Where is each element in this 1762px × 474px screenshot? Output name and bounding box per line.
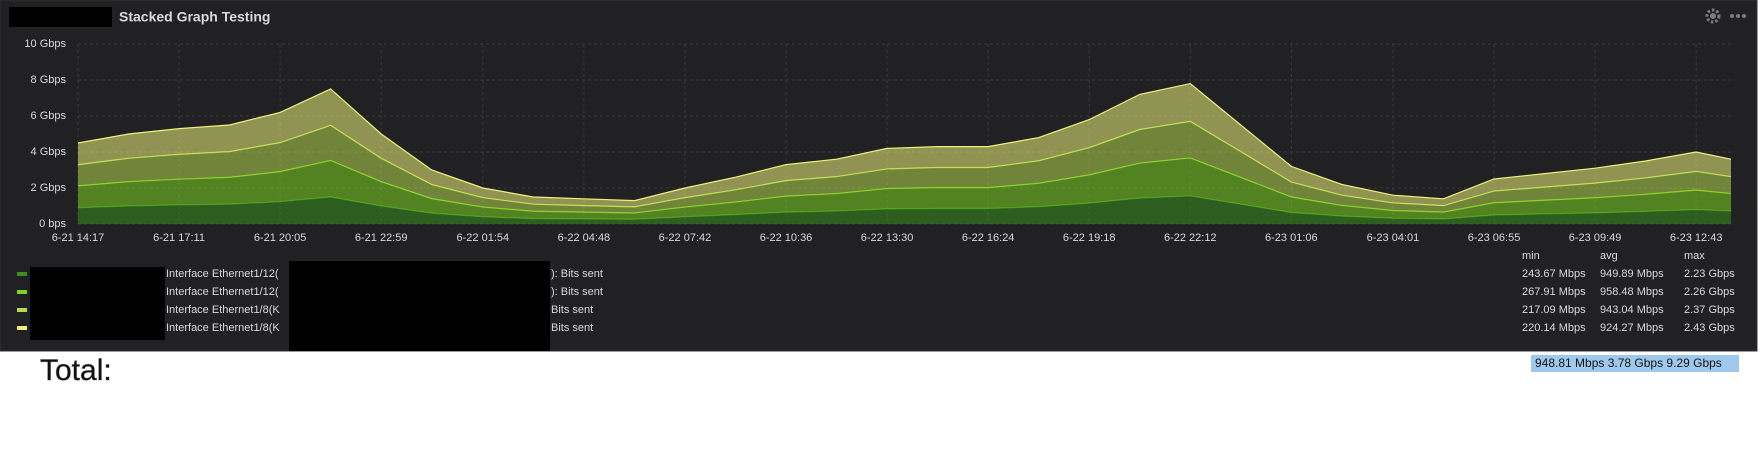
legend-swatch	[17, 326, 27, 330]
x-tick-label: 6-22 19:18	[1063, 232, 1116, 244]
legend-name: Interface Ethernet1/8(K	[166, 304, 280, 316]
legend-name: Interface Ethernet1/12(	[166, 286, 279, 298]
legend-swatch	[17, 308, 27, 312]
x-tick-label: 6-21 22:59	[355, 232, 408, 244]
legend-name-end: ): Bits sent	[551, 286, 603, 298]
menu-icon[interactable]	[1730, 14, 1746, 18]
x-tick-label: 6-21 14:17	[52, 232, 105, 244]
selection-highlight	[1531, 355, 1739, 372]
legend-name-end: Bits sent	[551, 322, 593, 334]
x-tick-label: 6-22 22:12	[1164, 232, 1217, 244]
legend-swatch	[17, 272, 27, 276]
legend-stat: 267.91 Mbps	[1522, 286, 1586, 298]
area-fill	[78, 195, 1731, 224]
x-tick-label: 6-21 20:05	[254, 232, 307, 244]
y-tick-label: 6 Gbps	[31, 110, 67, 122]
total-label: Total:	[40, 354, 112, 387]
legend-stat: 220.14 Mbps	[1522, 322, 1586, 334]
series-line	[77, 82, 1732, 202]
x-tick-label: 6-23 06:55	[1468, 232, 1521, 244]
x-tick-label: 6-23 09:49	[1569, 232, 1622, 244]
x-tick-label: 6-22 13:30	[861, 232, 914, 244]
redaction	[30, 267, 165, 340]
legend-name: Interface Ethernet1/12(	[166, 268, 279, 280]
legend-stat: 2.23 Gbps	[1684, 268, 1735, 280]
legend-header: max	[1684, 250, 1705, 262]
legend-stat: 2.26 Gbps	[1684, 286, 1735, 298]
legend-stat: 243.67 Mbps	[1522, 268, 1586, 280]
gear-icon[interactable]	[1705, 8, 1721, 24]
x-tick-label: 6-22 01:54	[457, 232, 510, 244]
x-tick-label: 6-23 04:01	[1367, 232, 1420, 244]
x-tick-label: 6-22 16:24	[962, 232, 1015, 244]
legend-swatch	[17, 290, 27, 294]
legend-stat: 943.04 Mbps	[1600, 304, 1664, 316]
legend-name: Interface Ethernet1/8(K	[166, 322, 280, 334]
legend-header: avg	[1600, 250, 1618, 262]
x-tick-label: 6-22 04:48	[558, 232, 611, 244]
y-tick-label: 2 Gbps	[31, 182, 67, 194]
legend-stat: 2.43 Gbps	[1684, 322, 1735, 334]
legend-header: min	[1522, 250, 1540, 262]
legend-stat: 924.27 Mbps	[1600, 322, 1664, 334]
area-fill	[78, 121, 1731, 214]
legend-stat: 958.48 Mbps	[1600, 286, 1664, 298]
y-tick-label: 0 bps	[39, 218, 66, 230]
legend-stat: 949.89 Mbps	[1600, 268, 1664, 280]
x-tick-label: 6-23 12:43	[1670, 232, 1723, 244]
plot: 0 bps 2 Gbps 4 Gbps 6 Gbps 8 Gbps 10 Gbps 6-21…	[24, 38, 1732, 244]
legend: min avg max Interface Ethernet1/12( ): Bits …	[17, 250, 1735, 334]
redaction	[289, 261, 550, 351]
panel-title: Stacked Graph Testing	[119, 9, 270, 25]
x-tick-label: 6-22 10:36	[760, 232, 813, 244]
y-tick-label: 4 Gbps	[31, 146, 67, 158]
legend-stat: 217.09 Mbps	[1522, 304, 1586, 316]
redaction	[9, 7, 112, 27]
x-tick-label: 6-22 07:42	[659, 232, 712, 244]
legend-name-end: Bits sent	[551, 304, 593, 316]
total-stats: 948.81 Mbps 3.78 Gbps 9.29 Gbps	[1535, 356, 1722, 370]
x-tick-label: 6-23 01:06	[1265, 232, 1318, 244]
legend-name-end: ): Bits sent	[551, 268, 603, 280]
legend-stat: 2.37 Gbps	[1684, 304, 1735, 316]
x-tick-label: 6-21 17:11	[153, 232, 205, 244]
y-tick-label: 8 Gbps	[31, 74, 67, 86]
y-tick-label: 10 Gbps	[24, 38, 66, 50]
